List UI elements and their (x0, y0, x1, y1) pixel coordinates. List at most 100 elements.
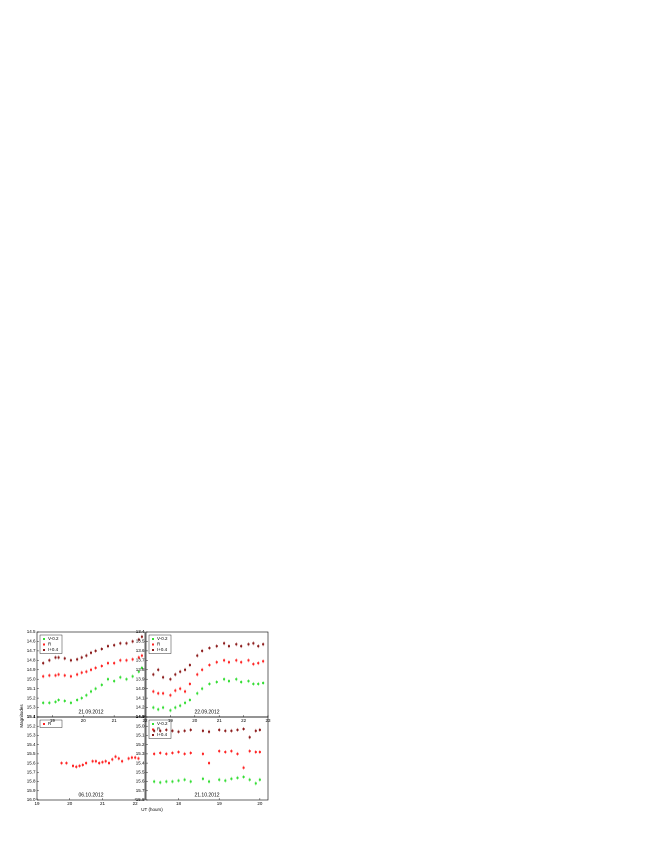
point (153, 780, 156, 783)
y-tick-label: 15.2 (27, 695, 36, 700)
x-axis-label: UT (hours) (141, 807, 163, 812)
point (174, 706, 177, 709)
x-tick-label: 19 (168, 718, 174, 723)
legend-label: I+0.4 (48, 647, 59, 652)
legend-marker (152, 723, 154, 725)
point (63, 699, 66, 702)
point (247, 643, 250, 646)
legend-marker (152, 638, 154, 640)
point (85, 762, 88, 765)
point (169, 694, 172, 697)
point (42, 675, 45, 678)
point (196, 673, 199, 676)
point (223, 642, 226, 645)
y-tick-label: 14.9 (27, 667, 36, 672)
point (230, 729, 233, 732)
point (57, 656, 60, 659)
point (137, 656, 140, 659)
x-tick-label: 19 (50, 718, 56, 723)
y-tick-label: 16.0 (27, 797, 36, 802)
point (227, 680, 230, 683)
point (104, 760, 107, 763)
point (153, 752, 156, 755)
point (188, 699, 191, 701)
x-tick-label: 22 (133, 801, 139, 806)
y-tick-label: 14.9 (136, 714, 145, 719)
point (42, 701, 45, 704)
point (162, 676, 165, 679)
y-tick-label: 14.5 (27, 629, 36, 634)
point (57, 699, 60, 701)
point (106, 662, 109, 665)
legend-label: R (157, 642, 161, 647)
point (183, 729, 186, 732)
point (94, 760, 97, 763)
point (174, 689, 177, 692)
point (215, 661, 218, 664)
plot-frame (36, 716, 146, 801)
panel-date: 21.09.2012 (78, 709, 103, 715)
legend-label: V-0.2 (157, 721, 168, 726)
point (165, 752, 168, 755)
point (159, 781, 162, 784)
point (240, 681, 243, 684)
point (218, 728, 221, 731)
panel-date: 22.09.2012 (194, 709, 219, 715)
point (63, 674, 66, 677)
legend-marker (43, 723, 45, 725)
y-tick-label: 14.0 (136, 686, 145, 691)
point (125, 659, 128, 662)
point (48, 674, 51, 677)
y-tick-label: 15.5 (27, 751, 36, 756)
point (94, 687, 97, 690)
y-tick-label: 15.5 (136, 770, 145, 775)
y-tick-label: 15.2 (27, 723, 36, 728)
x-tick-label: 20 (192, 718, 198, 723)
point (262, 682, 265, 684)
point (227, 661, 230, 664)
point (81, 763, 84, 766)
legend-marker (152, 728, 154, 731)
legend-marker (152, 734, 154, 736)
x-tick-label: 21 (100, 801, 106, 806)
point (177, 730, 180, 733)
y-tick-label: 14.6 (27, 639, 36, 644)
point (72, 764, 74, 767)
legend-label: I+0.4 (157, 647, 168, 652)
point (165, 780, 168, 783)
point (106, 678, 109, 681)
point (196, 692, 199, 695)
point (42, 662, 45, 665)
legend-box (148, 634, 172, 654)
point (252, 663, 255, 666)
point (75, 765, 78, 768)
point (235, 678, 238, 681)
point (240, 661, 243, 664)
point (152, 690, 155, 693)
y-tick-label: 15.0 (136, 723, 145, 728)
point (48, 701, 51, 704)
point (247, 659, 250, 662)
point (169, 678, 172, 681)
legend-marker (43, 643, 45, 646)
x-tick-label: 22 (241, 718, 247, 723)
point (183, 778, 186, 781)
point (113, 644, 116, 647)
y-tick-label: 15.1 (27, 686, 36, 691)
point (224, 779, 227, 782)
point (159, 751, 162, 754)
point (85, 654, 88, 657)
point (254, 729, 257, 732)
point (252, 642, 255, 645)
point (201, 649, 204, 652)
point (76, 673, 79, 676)
point (98, 762, 101, 765)
legend-box (39, 634, 63, 654)
point (48, 659, 51, 662)
point (119, 642, 122, 645)
y-tick-label: 13.4 (136, 629, 145, 634)
point (257, 645, 260, 648)
point (80, 671, 83, 674)
point (218, 750, 221, 753)
